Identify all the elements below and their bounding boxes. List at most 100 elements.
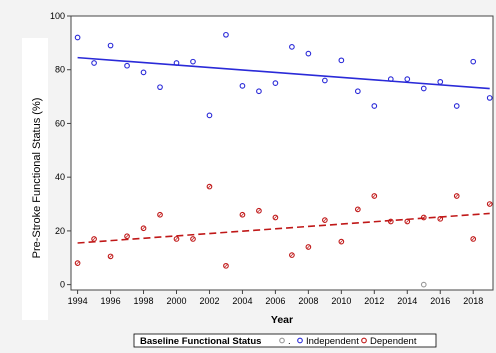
point-independent (173, 60, 180, 66)
point-independent (272, 80, 279, 87)
point-independent (239, 82, 246, 89)
point-missing (420, 281, 427, 288)
point-mark-dependent (191, 237, 195, 241)
point-independent (420, 85, 427, 92)
legend-label-missing: . (288, 336, 291, 347)
point-dependent (486, 201, 493, 207)
point-mark-dependent (356, 207, 360, 211)
point-mark-dependent (306, 245, 310, 249)
point-independent (354, 88, 361, 95)
trend-line-independent (77, 56, 490, 90)
point-dependent (91, 236, 97, 242)
x-tick-label: 2008 (298, 296, 318, 306)
y-tick-label: 80 (55, 65, 65, 75)
legend-label-independent: Independent (306, 336, 359, 347)
point-mark-dependent (109, 254, 113, 258)
trend-line-dependent (77, 212, 490, 244)
point-dependent (256, 207, 262, 214)
legend-symbol-dependent (361, 337, 367, 344)
point-independent (437, 78, 444, 85)
point-dependent (107, 253, 114, 260)
x-tick-label: 2004 (232, 296, 252, 306)
point-dependent (453, 193, 460, 199)
x-tick-label: 2006 (265, 296, 285, 306)
point-mark-dependent (240, 213, 244, 217)
point-independent (322, 77, 328, 84)
point-dependent (404, 218, 411, 225)
point-mark-dependent (224, 264, 228, 268)
point-mark-dependent (372, 194, 376, 198)
point-mark-dependent (323, 218, 327, 222)
legend-symbol-independent (297, 337, 303, 344)
point-independent (486, 95, 493, 101)
x-tick-label: 2012 (364, 296, 384, 306)
point-independent (453, 103, 460, 109)
point-independent (74, 34, 81, 41)
point-mark-dependent (339, 240, 343, 244)
x-tick-label: 1996 (101, 296, 121, 306)
point-dependent (190, 236, 196, 242)
point-mark-dependent (125, 234, 129, 238)
point-independent (124, 62, 130, 69)
point-dependent (470, 236, 477, 242)
point-independent (338, 57, 345, 64)
x-tick-label: 2014 (397, 296, 417, 306)
point-dependent (239, 211, 246, 218)
point-dependent (305, 244, 312, 250)
data-points (74, 31, 493, 288)
y-tick-label: 40 (55, 172, 65, 182)
point-dependent (124, 233, 130, 240)
legend: Baseline Functional Status . Independent D… (133, 333, 437, 348)
y-axis-label-panel (22, 38, 48, 320)
point-dependent (140, 225, 147, 232)
point-mark-dependent (76, 261, 80, 265)
point-mark-dependent (207, 185, 212, 189)
point-independent (190, 58, 196, 65)
point-mark-dependent (488, 202, 492, 206)
trend-lines (77, 56, 490, 244)
point-mark-dependent (405, 219, 409, 224)
point-mark-dependent (455, 194, 459, 198)
plot-area (70, 15, 494, 291)
y-axis-ticks: 0 20 40 60 80 100 (50, 11, 71, 290)
x-tick-label: 2010 (331, 296, 351, 306)
point-independent (107, 42, 114, 49)
point-independent (140, 69, 147, 76)
y-tick-label: 0 (60, 280, 65, 290)
y-tick-label: 60 (55, 118, 65, 128)
point-mark-dependent (141, 226, 146, 230)
point-mark-dependent (471, 237, 475, 241)
point-mark-dependent (422, 215, 426, 220)
x-axis-ticks: 1994 1996 1998 2000 2002 2004 2006 2008 2010 2012… (68, 290, 483, 306)
point-mark-dependent (438, 217, 442, 221)
legend-symbol-missing (279, 337, 285, 344)
point-dependent (157, 211, 163, 218)
point-mark-dependent (92, 237, 96, 241)
point-dependent (223, 262, 229, 269)
legend-title: Baseline Functional Status (140, 336, 261, 347)
point-independent (91, 60, 97, 66)
point-independent (157, 84, 163, 91)
point-mark-dependent (174, 237, 179, 241)
y-tick-label: 100 (50, 11, 65, 21)
point-independent (305, 50, 312, 57)
point-dependent (338, 238, 345, 245)
point-independent (223, 31, 229, 38)
x-tick-label: 2016 (430, 296, 450, 306)
point-mark-dependent (158, 213, 162, 217)
point-dependent (437, 215, 444, 222)
point-dependent (289, 252, 295, 258)
legend-entries: . Independent Dependent (279, 336, 417, 347)
y-axis-label: Pre-Stroke Functional Status (%) (31, 98, 43, 259)
point-dependent (371, 193, 378, 199)
legend-box (133, 333, 437, 348)
point-independent (256, 88, 262, 95)
point-mark-dependent (389, 219, 393, 224)
point-mark-dependent (257, 209, 261, 213)
point-independent (404, 76, 411, 82)
point-independent (206, 112, 213, 119)
y-tick-label: 20 (55, 226, 65, 236)
x-axis-label: Year (271, 314, 293, 326)
point-dependent (206, 183, 213, 190)
